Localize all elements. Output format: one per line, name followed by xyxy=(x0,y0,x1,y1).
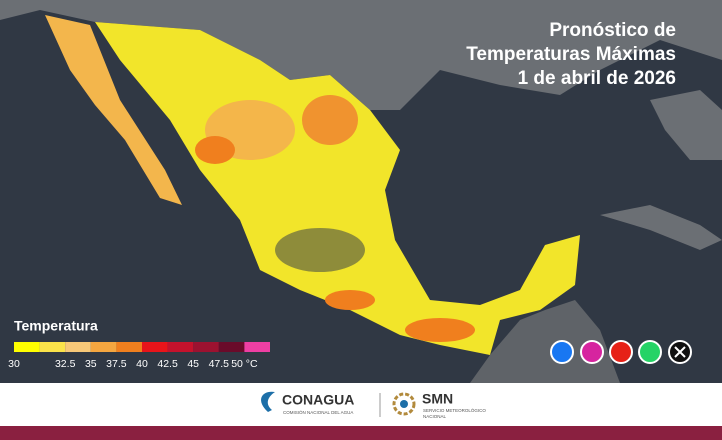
legend-label: 47.5 xyxy=(209,358,230,370)
footer-band xyxy=(0,426,722,440)
legend-swatch xyxy=(116,342,142,352)
title: Pronóstico de Temperaturas Máximas 1 de … xyxy=(466,20,676,89)
hot-zone xyxy=(302,95,358,145)
legend-swatch xyxy=(14,342,40,352)
legend-swatch xyxy=(244,342,270,352)
conagua-logo xyxy=(261,391,275,412)
hot-zone xyxy=(325,290,375,310)
legend-swatch xyxy=(193,342,219,352)
legend-label: 35 xyxy=(85,358,97,370)
land-central-america xyxy=(470,300,620,383)
social-icons xyxy=(550,340,692,364)
mainland xyxy=(95,22,580,355)
legend-label: 30 xyxy=(8,358,20,370)
title-line: 1 de abril de 2026 xyxy=(518,68,676,89)
x-glyph xyxy=(674,346,686,358)
hot-zone xyxy=(195,136,235,164)
title-line: Pronóstico de xyxy=(549,20,676,41)
youtube-icon[interactable] xyxy=(609,340,633,364)
conagua-subtitle: COMISIÓN NACIONAL DEL AGUA xyxy=(283,409,353,415)
legend-label: 42.5 xyxy=(157,358,178,370)
legend-label: 50 °C xyxy=(231,358,258,370)
legend: 30 32.5 35 37.5 40 42.5 45 47.5 50 °C xyxy=(8,342,270,370)
legend-label: 37.5 xyxy=(106,358,127,370)
legend-label: 32.5 xyxy=(55,358,76,370)
smn-logo xyxy=(392,392,416,416)
land-cuba xyxy=(600,205,722,250)
instagram-icon[interactable] xyxy=(580,340,604,364)
hot-zone xyxy=(405,318,475,342)
title-line: Temperaturas Máximas xyxy=(466,44,676,65)
land-usa xyxy=(0,0,722,110)
smn-logo-core xyxy=(400,400,408,408)
legend-swatch xyxy=(39,342,66,352)
legend-title: Temperatura xyxy=(14,318,98,334)
land-florida xyxy=(650,90,722,160)
smn-name: SMN xyxy=(422,391,453,407)
legend-swatch xyxy=(218,342,245,352)
smn-subtitle: SERVICIO METEOROLÓGICO xyxy=(423,407,486,413)
conagua-name: CONAGUA xyxy=(282,392,354,408)
highland xyxy=(275,228,365,272)
legend-swatch xyxy=(167,342,194,352)
legend-label: 45 xyxy=(187,358,199,370)
legend-swatch xyxy=(142,342,168,352)
legend-label: 40 xyxy=(136,358,148,370)
legend-swatch xyxy=(65,342,91,352)
facebook-icon[interactable] xyxy=(550,340,574,364)
footer xyxy=(0,383,722,426)
whatsapp-icon[interactable] xyxy=(638,340,662,364)
smn-subtitle: NACIONAL xyxy=(423,414,447,419)
legend-swatch xyxy=(90,342,117,352)
baja-california xyxy=(45,15,182,205)
